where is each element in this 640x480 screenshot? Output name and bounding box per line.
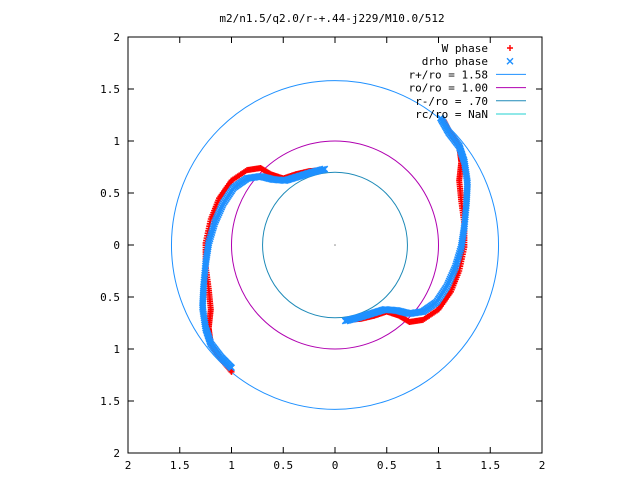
x-tick-label: 2 <box>539 459 546 472</box>
y-tick-label: 1.5 <box>100 83 120 96</box>
legend-marker <box>506 57 514 65</box>
legend-label: r-/ro = .70 <box>415 95 488 108</box>
radius-circle <box>231 140 439 350</box>
x-tick-label: 1.5 <box>480 459 500 472</box>
x-tick-label: 0.5 <box>377 459 397 472</box>
chart-title: m2/n1.5/q2.0/r-+.44-j229/M10.0/512 <box>219 12 444 25</box>
x-tick-label: 1 <box>435 459 442 472</box>
legend-label: W phase <box>442 42 488 55</box>
y-tick-label: 1 <box>113 343 120 356</box>
radius-circle <box>262 171 408 319</box>
x-tick-label: 1 <box>228 459 235 472</box>
x-tick-label: 0 <box>332 459 339 472</box>
x-tick-label: 2 <box>125 459 132 472</box>
y-tick-label: 1 <box>113 135 120 148</box>
legend-label: drho phase <box>422 55 488 68</box>
y-tick-label: 2 <box>113 31 120 44</box>
origin-dot <box>334 244 336 246</box>
legend-label: rc/ro = NaN <box>415 108 488 121</box>
radius-circle <box>170 80 500 410</box>
y-tick-label: 2 <box>113 447 120 460</box>
y-tick-label: 0.5 <box>100 291 120 304</box>
legend-label: ro/ro = 1.00 <box>409 82 488 95</box>
legend-label: r+/ro = 1.58 <box>409 68 488 81</box>
x-tick-label: 0.5 <box>273 459 293 472</box>
legend-marker <box>507 45 513 51</box>
y-tick-label: 0 <box>113 239 120 252</box>
data-point <box>227 364 236 372</box>
data-point <box>228 368 235 375</box>
data-point <box>437 114 445 122</box>
y-tick-label: 0.5 <box>100 187 120 200</box>
reference-circles <box>170 80 500 410</box>
y-tick-label: 1.5 <box>100 395 120 408</box>
phase-points <box>198 114 472 375</box>
x-tick-label: 1.5 <box>170 459 190 472</box>
